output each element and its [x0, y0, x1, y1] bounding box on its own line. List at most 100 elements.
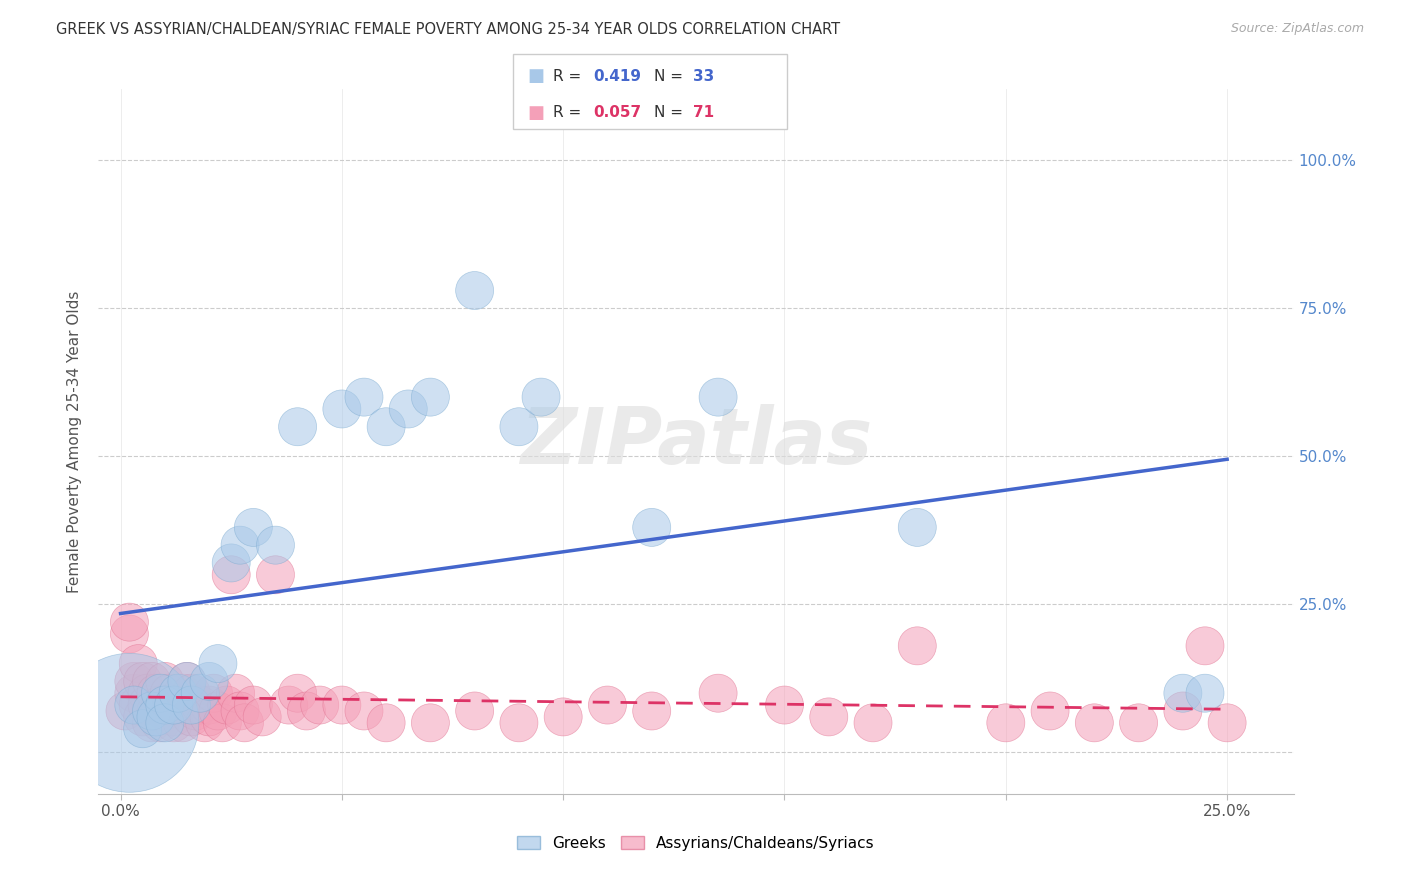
Point [1083, 715, 1105, 730]
Point [375, 419, 398, 434]
Point [215, 698, 238, 712]
Point [176, 674, 198, 689]
Point [1171, 704, 1194, 718]
Point [641, 704, 664, 718]
Text: ■: ■ [527, 103, 544, 121]
Text: R =: R = [553, 69, 586, 84]
Point [122, 674, 145, 689]
Point [131, 674, 153, 689]
Point [353, 704, 375, 718]
Point [419, 715, 441, 730]
Point [127, 698, 149, 712]
Point [114, 704, 136, 718]
Point [207, 704, 229, 718]
Text: ■: ■ [527, 67, 544, 86]
Point [396, 401, 419, 416]
Point [202, 686, 225, 700]
Point [219, 567, 242, 582]
Point [225, 686, 247, 700]
Point [198, 698, 221, 712]
Point [553, 710, 575, 724]
Point [862, 715, 884, 730]
Point [176, 698, 198, 712]
Point [817, 710, 839, 724]
Text: GREEK VS ASSYRIAN/CHALDEAN/SYRIAC FEMALE POVERTY AMONG 25-34 YEAR OLDS CORRELATI: GREEK VS ASSYRIAN/CHALDEAN/SYRIAC FEMALE… [56, 22, 841, 37]
Point [905, 639, 928, 653]
Point [163, 710, 186, 724]
Point [149, 686, 172, 700]
Point [176, 674, 198, 689]
Point [118, 627, 141, 641]
Point [180, 686, 202, 700]
Point [141, 715, 163, 730]
Text: 33: 33 [693, 69, 714, 84]
Point [180, 698, 202, 712]
Point [308, 698, 330, 712]
Point [163, 715, 186, 730]
Point [145, 704, 167, 718]
Point [1171, 686, 1194, 700]
Point [330, 698, 353, 712]
Point [131, 710, 153, 724]
Point [1128, 715, 1150, 730]
Text: 0.057: 0.057 [593, 105, 641, 120]
Point [330, 401, 353, 416]
Point [464, 704, 486, 718]
Point [188, 686, 211, 700]
Point [141, 704, 163, 718]
Point [118, 715, 141, 730]
Point [295, 704, 318, 718]
Point [211, 715, 233, 730]
Point [198, 710, 221, 724]
Point [641, 520, 664, 534]
Point [122, 698, 145, 712]
Point [287, 686, 309, 700]
Point [167, 698, 190, 712]
Point [188, 698, 211, 712]
Point [167, 686, 190, 700]
Point [229, 538, 252, 552]
Point [157, 686, 180, 700]
Point [1039, 704, 1062, 718]
Point [242, 698, 264, 712]
Point [219, 556, 242, 570]
Point [707, 686, 730, 700]
Y-axis label: Female Poverty Among 25-34 Year Olds: Female Poverty Among 25-34 Year Olds [67, 291, 83, 592]
Point [250, 710, 273, 724]
Point [464, 284, 486, 298]
Text: ZIPatlas: ZIPatlas [520, 403, 872, 480]
Point [153, 674, 176, 689]
Point [353, 390, 375, 404]
Point [180, 710, 202, 724]
Point [233, 715, 256, 730]
Point [131, 722, 153, 736]
Point [149, 698, 172, 712]
Point [508, 419, 530, 434]
Point [136, 698, 159, 712]
Point [242, 520, 264, 534]
Legend: Greeks, Assyrians/Chaldeans/Syriacs: Greeks, Assyrians/Chaldeans/Syriacs [510, 830, 882, 856]
Point [264, 567, 287, 582]
Point [145, 686, 167, 700]
Text: R =: R = [553, 105, 586, 120]
Point [1194, 639, 1216, 653]
Point [773, 698, 796, 712]
Point [277, 698, 299, 712]
Point [157, 698, 180, 712]
Text: N =: N = [654, 69, 688, 84]
Point [229, 704, 252, 718]
Point [136, 686, 159, 700]
Point [163, 698, 186, 712]
Point [153, 698, 176, 712]
Text: 0.419: 0.419 [593, 69, 641, 84]
Point [141, 674, 163, 689]
Point [207, 657, 229, 671]
Text: 71: 71 [693, 105, 714, 120]
Point [287, 419, 309, 434]
Point [375, 715, 398, 730]
Point [122, 686, 145, 700]
Point [1216, 715, 1239, 730]
Point [419, 390, 441, 404]
Point [530, 390, 553, 404]
Point [707, 390, 730, 404]
